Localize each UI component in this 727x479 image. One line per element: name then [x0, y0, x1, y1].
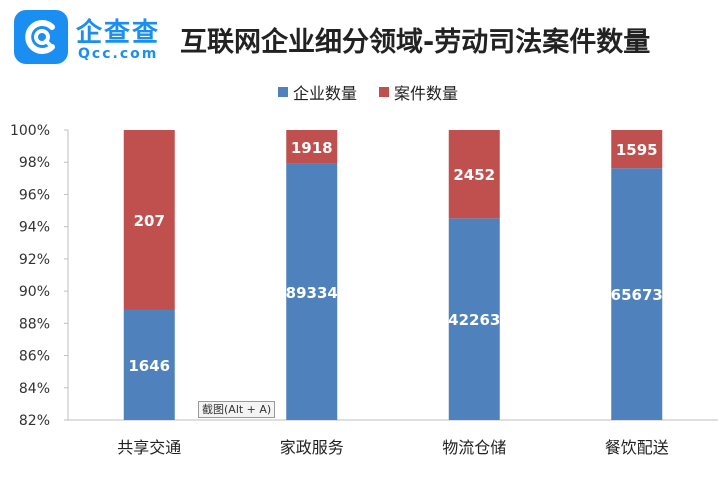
y-tick-label: 82% [19, 413, 50, 429]
y-tick-label: 88% [19, 316, 50, 332]
bar-segment-company-count [448, 218, 500, 420]
y-tick-label: 92% [19, 252, 50, 268]
legend-swatch-company-count [278, 87, 288, 97]
logo-name: 企查查 [76, 18, 161, 48]
data-label: 2452 [453, 166, 495, 184]
legend-item-case-count: 案件数量 [379, 80, 458, 104]
x-tick-label: 家政服务 [280, 438, 344, 457]
bar-segment-company-count [123, 309, 175, 420]
legend-item-company-count: 企业数量 [278, 80, 357, 104]
logo-mark-icon [25, 20, 55, 54]
legend-label-case-count: 案件数量 [394, 84, 459, 103]
x-tick-label: 餐饮配送 [605, 438, 669, 457]
logo-domain: Qcc.com [78, 46, 159, 62]
y-tick-label: 84% [19, 381, 50, 397]
legend-label-company-count: 企业数量 [293, 84, 358, 103]
bar-segment-company-count [611, 168, 663, 420]
y-tick-label: 90% [19, 284, 50, 300]
legend: 企业数量 案件数量 [0, 80, 727, 104]
data-label: 207 [134, 212, 165, 230]
y-tick-label: 100% [10, 123, 50, 139]
qcc-logo: 企查查 Qcc.com [14, 10, 174, 66]
logo-badge [14, 10, 68, 64]
data-label: 42263 [448, 311, 500, 329]
x-tick-label: 物流仓储 [442, 438, 506, 457]
y-tick-label: 96% [19, 187, 50, 203]
data-label: 1595 [616, 141, 658, 159]
header: 企查查 Qcc.com 互联网企业细分领域-劳动司法案件数量 [0, 0, 727, 75]
legend-swatch-case-count [379, 87, 389, 97]
y-tick-label: 86% [19, 349, 50, 365]
x-tick-label: 共享交通 [117, 438, 181, 457]
y-tick-label: 98% [19, 155, 50, 171]
bar-segment-company-count [286, 163, 338, 420]
data-label: 1918 [291, 139, 333, 157]
bar-segment-case-count [286, 130, 338, 164]
bar-segment-case-count [611, 130, 663, 169]
data-label: 65673 [611, 286, 663, 304]
bar-segment-case-count [123, 130, 175, 310]
screenshot-tooltip: 截图(Alt + A) [198, 401, 276, 418]
data-label: 89334 [286, 284, 338, 302]
y-tick-label: 94% [19, 220, 50, 236]
chart-title: 互联网企业细分领域-劳动司法案件数量 [180, 27, 651, 58]
bar-segment-case-count [448, 130, 500, 219]
data-label: 1646 [128, 357, 170, 375]
